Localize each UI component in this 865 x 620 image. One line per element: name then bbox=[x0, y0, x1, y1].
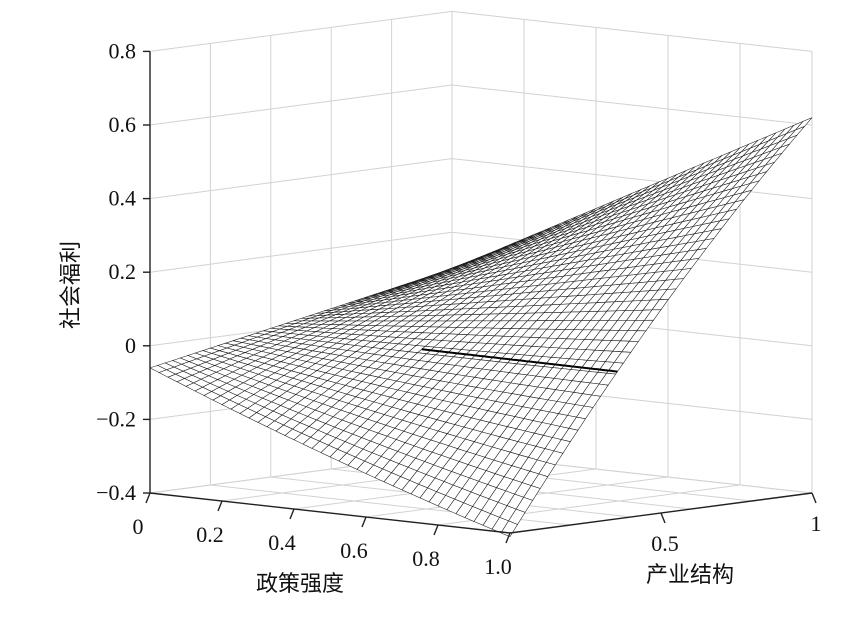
z-tick-label: 0.8 bbox=[109, 38, 137, 63]
tick-labels: 0.8 0.6 0.4 0.2 0 −0.2 −0.4 0 0.2 0.4 0.6 0.8 1.0 0.5… bbox=[96, 38, 821, 579]
y-tick-mark bbox=[660, 512, 666, 524]
x-tick-label: 0 bbox=[133, 514, 144, 539]
x-tick-label: 0.8 bbox=[412, 546, 440, 571]
z-tick-label: −0.2 bbox=[96, 406, 136, 431]
zero-contour-line bbox=[421, 348, 618, 373]
wall-gridline bbox=[149, 10, 813, 52]
z-tick-label: 0.4 bbox=[109, 186, 137, 211]
z-tick-label: 0.2 bbox=[109, 259, 137, 284]
z-tick-label: 0 bbox=[125, 333, 136, 358]
x-tick-mark bbox=[433, 524, 439, 536]
x-axis-line bbox=[149, 492, 511, 534]
z-tick-label: −0.4 bbox=[96, 480, 136, 505]
x-tick-mark bbox=[145, 492, 151, 504]
x-tick-label: 0.6 bbox=[340, 538, 368, 563]
x-tick-mark bbox=[289, 508, 295, 520]
wall-gridline bbox=[149, 84, 813, 126]
axes bbox=[143, 50, 817, 544]
x-axis-label: 政策强度 bbox=[256, 572, 344, 597]
x-tick-mark bbox=[505, 532, 511, 544]
x-tick-label: 0.4 bbox=[268, 530, 296, 555]
x-tick-label: 0.2 bbox=[196, 522, 224, 547]
z-tick-label: 0.6 bbox=[109, 112, 137, 137]
y-tick-label: 0.5 bbox=[651, 531, 679, 556]
y-tick-mark bbox=[811, 492, 817, 504]
x-tick-mark bbox=[217, 500, 223, 512]
x-tick-label: 1.0 bbox=[484, 554, 512, 579]
surface-mesh bbox=[149, 117, 813, 538]
z-axis-label: 社会福利 bbox=[59, 241, 84, 329]
x-tick-mark bbox=[361, 516, 367, 528]
y-axis-label: 产业结构 bbox=[646, 563, 734, 588]
y-tick-label: 1 bbox=[811, 511, 822, 536]
